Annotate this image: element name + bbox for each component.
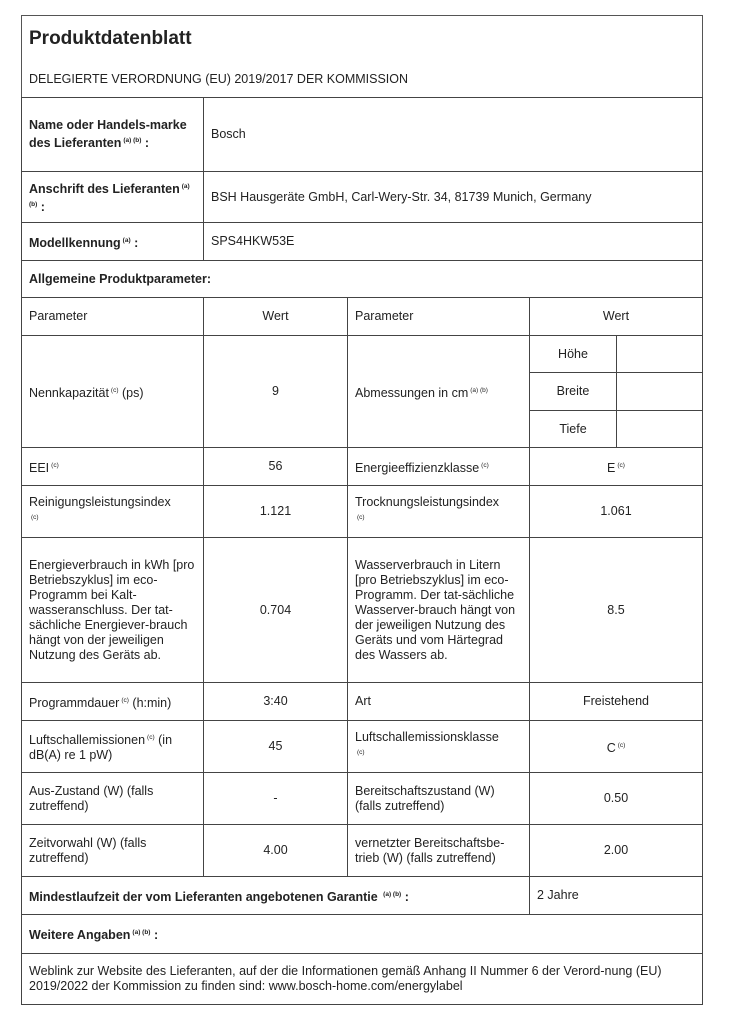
eei-label: EEI (c): [21, 447, 204, 486]
general-heading: Allgemeine Produktparameter:: [21, 260, 703, 298]
supplier-name-value: Bosch: [203, 97, 703, 172]
header-param-1: Parameter: [21, 297, 204, 336]
delay-start-value: 4.00: [203, 824, 348, 877]
capacity-label: Nennkapazität (c) (ps): [21, 335, 204, 448]
energy-consumption-value: 0.704: [203, 537, 348, 683]
noise-value: 45: [203, 720, 348, 773]
capacity-value: 9: [203, 335, 348, 448]
standby-label: Bereitschaftszustand (W) (falls zutreffe…: [347, 772, 530, 825]
standby-value: 0.50: [529, 772, 703, 825]
height-label: Höhe: [529, 335, 617, 373]
delay-start-label: Zeitvorwahl (W) (falls zutreffend): [21, 824, 204, 877]
header-value-2: Wert: [529, 297, 703, 336]
drying-label: Trocknungsleistungsindex (c): [347, 485, 530, 538]
cleaning-label: Reinigungsleistungsindex (c): [21, 485, 204, 538]
page-title: Produktdatenblatt: [29, 28, 192, 49]
supplier-address-value: BSH Hausgeräte GmbH, Carl-Wery-Str. 34, …: [203, 171, 703, 223]
type-value: Freistehend: [529, 682, 703, 721]
water-consumption-label: Wasserverbrauch in Litern [pro Betriebsz…: [347, 537, 530, 683]
eei-value: 56: [203, 447, 348, 486]
width-value: [616, 372, 703, 411]
duration-value: 3:40: [203, 682, 348, 721]
noise-class-label: Luftschallemissionsklasse (c): [347, 720, 530, 773]
dimensions-label: Abmessungen in cm (a) (b): [347, 335, 530, 448]
supplier-address-label: Anschrift des Lieferanten (a) (b) :: [21, 171, 204, 223]
warranty-value: 2 Jahre: [529, 876, 703, 915]
width-label: Breite: [529, 372, 617, 411]
header-value-1: Wert: [203, 297, 348, 336]
energy-class-label: Energieeffizienzklasse (c): [347, 447, 530, 486]
type-label: Art: [347, 682, 530, 721]
supplier-name-label: Name oder Handels-marke des Lieferanten(…: [21, 97, 204, 172]
off-mode-label: Aus-Zustand (W) (falls zutreffend): [21, 772, 204, 825]
warranty-label: Mindestlaufzeit der vom Lieferanten ange…: [21, 876, 530, 915]
depth-label: Tiefe: [529, 410, 617, 448]
model-label: Modellkennung (a) :: [21, 222, 204, 261]
energy-consumption-label: Energieverbrauch in kWh [pro Betriebszyk…: [21, 537, 204, 683]
additional-info-label: Weitere Angaben (a) (b) :: [21, 914, 703, 954]
noise-class-value: C (c): [529, 720, 703, 773]
depth-value: [616, 410, 703, 448]
networked-standby-label: vernetzter Bereitschaftsbe-trieb (W) (fa…: [347, 824, 530, 877]
cleaning-value: 1.121: [203, 485, 348, 538]
energy-class-value: E (c): [529, 447, 703, 486]
regulation-text: DELEGIERTE VERORDNUNG (EU) 2019/2017 DER…: [29, 72, 409, 86]
networked-standby-value: 2.00: [529, 824, 703, 877]
water-consumption-value: 8.5: [529, 537, 703, 683]
drying-value: 1.061: [529, 485, 703, 538]
height-value: [616, 335, 703, 373]
off-mode-value: -: [203, 772, 348, 825]
weblink-text: Weblink zur Website des Lieferanten, auf…: [21, 953, 703, 1005]
duration-label: Programmdauer (c) (h:min): [21, 682, 204, 721]
model-value: SPS4HKW53E: [203, 222, 703, 261]
noise-label: Luftschallemissionen (c) (in dB(A) re 1 p…: [21, 720, 204, 773]
header-param-2: Parameter: [347, 297, 530, 336]
